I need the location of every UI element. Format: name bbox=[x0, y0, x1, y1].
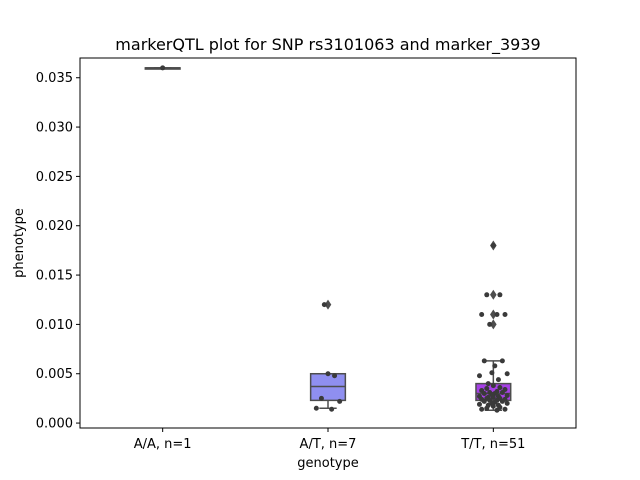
outlier-marker bbox=[324, 299, 332, 310]
y-tick-label: 0.005 bbox=[36, 367, 73, 382]
data-point bbox=[504, 371, 510, 377]
y-tick-label: 0.035 bbox=[36, 71, 73, 86]
data-point bbox=[490, 242, 496, 248]
y-axis: 0.000 0.005 0.010 0.015 0.020 0.025 0.030 0.035 bbox=[36, 71, 80, 432]
data-point bbox=[476, 401, 482, 407]
y-tick-label: 0.000 bbox=[36, 417, 73, 432]
data-point bbox=[332, 373, 338, 379]
y-tick-label: 0.025 bbox=[36, 170, 73, 185]
data-point bbox=[492, 363, 498, 369]
data-point bbox=[329, 406, 335, 412]
x-axis: A/A, n=1 A/T, n=7 T/T, n=51 bbox=[134, 428, 525, 452]
outlier-marker bbox=[490, 309, 497, 320]
data-point bbox=[504, 400, 510, 406]
data-point bbox=[476, 373, 482, 379]
data-point bbox=[494, 312, 500, 318]
data-point bbox=[490, 403, 496, 409]
data-point bbox=[321, 302, 327, 308]
data-point bbox=[502, 312, 508, 318]
data-point bbox=[499, 389, 505, 395]
data-point bbox=[484, 292, 490, 298]
data-point bbox=[487, 321, 493, 327]
data-point bbox=[490, 394, 496, 400]
data-point bbox=[497, 385, 503, 391]
data-point bbox=[325, 371, 331, 377]
data-point bbox=[499, 398, 505, 404]
data-point bbox=[485, 381, 491, 387]
data-point bbox=[337, 398, 343, 404]
outlier-marker bbox=[490, 289, 497, 300]
data-point bbox=[490, 383, 496, 389]
data-point bbox=[318, 395, 324, 401]
y-tick-label: 0.010 bbox=[36, 318, 73, 333]
data-point bbox=[484, 405, 490, 411]
data-point bbox=[499, 358, 505, 364]
data-point bbox=[484, 386, 490, 392]
outlier-marker bbox=[490, 319, 497, 330]
data-point bbox=[481, 390, 487, 396]
data-point bbox=[495, 377, 501, 383]
data-point bbox=[313, 405, 319, 411]
x-tick-label: A/A, n=1 bbox=[134, 437, 192, 452]
chart-title: markerQTL plot for SNP rs3101063 and mar… bbox=[115, 35, 540, 55]
x-tick-label: T/T, n=51 bbox=[460, 437, 525, 452]
box-group bbox=[309, 299, 347, 412]
y-tick-label: 0.015 bbox=[36, 269, 73, 284]
data-point bbox=[489, 370, 495, 376]
plot-area bbox=[144, 65, 512, 413]
x-tick-label: A/T, n=7 bbox=[300, 437, 357, 452]
y-axis-label: phenotype bbox=[12, 208, 27, 278]
box-group bbox=[144, 65, 181, 71]
data-point bbox=[494, 407, 500, 413]
box-group bbox=[475, 240, 512, 413]
x-axis-label: genotype bbox=[297, 456, 358, 471]
data-point bbox=[479, 406, 485, 412]
data-point bbox=[481, 358, 487, 364]
y-tick-label: 0.030 bbox=[36, 121, 73, 136]
data-point bbox=[504, 392, 510, 398]
data-point bbox=[481, 398, 487, 404]
data-point bbox=[502, 406, 508, 412]
data-point bbox=[497, 292, 503, 298]
data-point bbox=[479, 312, 485, 318]
y-tick-label: 0.020 bbox=[36, 219, 73, 234]
data-point bbox=[160, 65, 166, 71]
